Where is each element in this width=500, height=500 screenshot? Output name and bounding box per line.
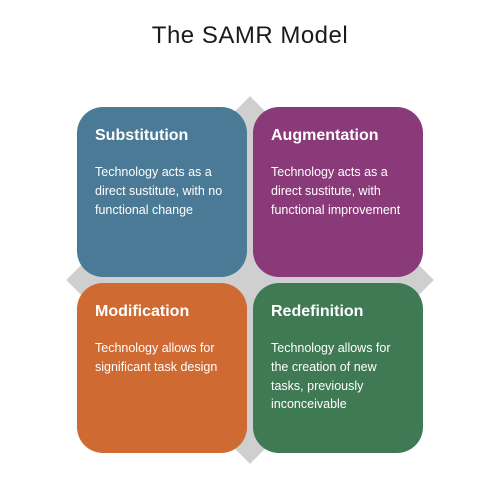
card-substitution: Substitution Technology acts as a direct… — [77, 107, 247, 277]
card-body: Technology allows for the creation of ne… — [271, 339, 405, 414]
quadrant-grid: Substitution Technology acts as a direct… — [77, 107, 423, 453]
card-body: Technology allows for significant task d… — [95, 339, 229, 377]
card-redefinition: Redefinition Technology allows for the c… — [253, 283, 423, 453]
card-body: Technology acts as a direct sustitute, w… — [271, 163, 405, 219]
card-augmentation: Augmentation Technology acts as a direct… — [253, 107, 423, 277]
card-title: Substitution — [95, 127, 229, 145]
card-body: Technology acts as a direct sustitute, w… — [95, 163, 229, 219]
page-title: The SAMR Model — [0, 0, 500, 50]
card-modification: Modification Technology allows for signi… — [77, 283, 247, 453]
card-title: Modification — [95, 303, 229, 321]
card-title: Redefinition — [271, 303, 405, 321]
card-title: Augmentation — [271, 127, 405, 145]
